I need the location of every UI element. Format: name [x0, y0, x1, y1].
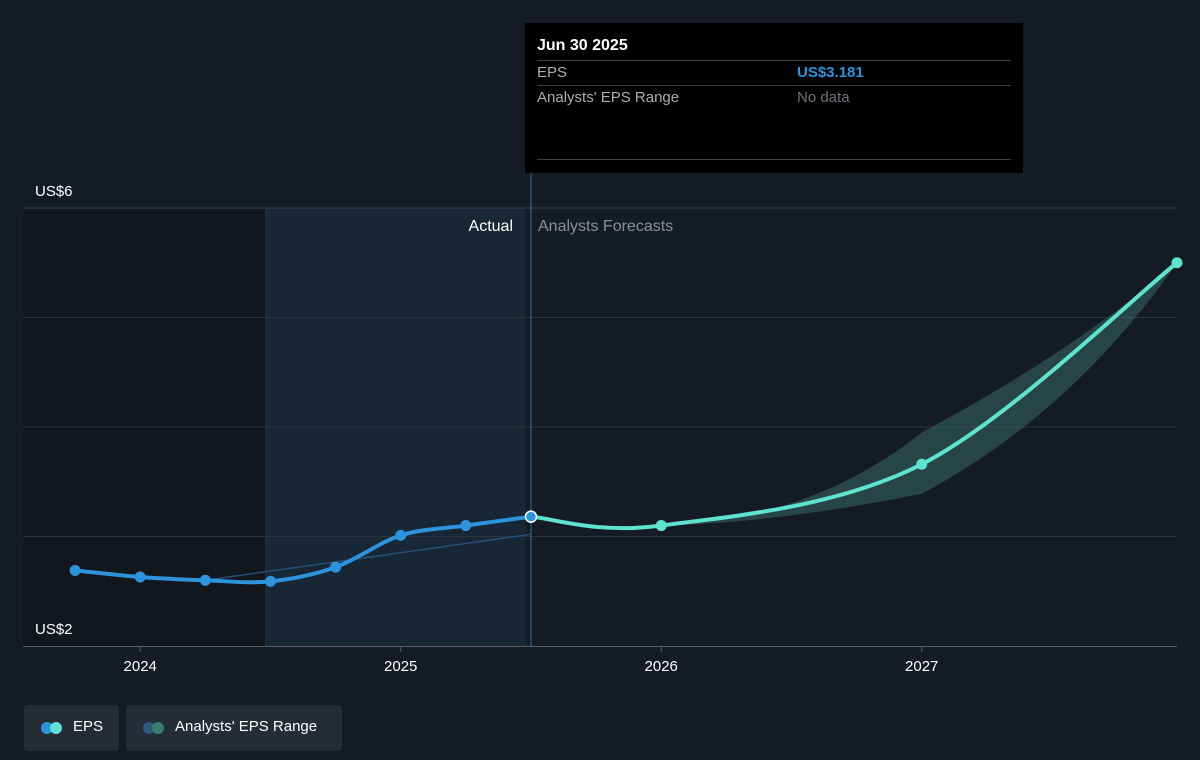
x-tick-label: 2027 [905, 658, 938, 675]
eps-point[interactable] [134, 571, 146, 583]
tooltip-range-label: Analysts' EPS Range [537, 89, 680, 106]
x-axis-ticks: 2024 2025 2026 2027 [124, 646, 938, 675]
x-tick-label: 2026 [645, 658, 678, 675]
eps-actual-line [73, 514, 533, 585]
eps-point[interactable] [395, 529, 407, 541]
legend-range[interactable]: Analysts' EPS Range [126, 705, 342, 751]
legend-eps[interactable]: EPS [24, 705, 119, 751]
tooltip-eps-value: US$3.181 [797, 64, 864, 81]
range-forecast-dot-icon [152, 722, 164, 734]
eps-point[interactable] [330, 561, 342, 573]
y-tick-bottom: US$2 [35, 621, 73, 638]
tooltip-eps-label: EPS [537, 64, 568, 81]
eps-point[interactable] [460, 520, 472, 532]
x-tick-label: 2025 [384, 658, 417, 675]
x-tick-label: 2024 [124, 658, 157, 675]
legend-range-label: Analysts' EPS Range [175, 718, 318, 735]
legend-eps-label: EPS [73, 718, 104, 735]
actual-label: Actual [469, 218, 513, 235]
gridlines [23, 207, 1177, 537]
eps-point[interactable] [264, 575, 276, 587]
tooltip-range-value: No data [797, 89, 850, 106]
eps-point[interactable] [69, 564, 81, 576]
tooltip-divider [537, 159, 1011, 160]
tooltip-date: Jun 30 2025 [537, 37, 628, 54]
y-tick-top: US$6 [35, 183, 73, 200]
series-layer [69, 257, 1183, 587]
eps-forecast-dot-icon [50, 722, 62, 734]
eps-forecast-point[interactable] [1171, 257, 1183, 269]
eps-forecast-line [528, 260, 1179, 531]
faint-trend-line [205, 533, 532, 582]
tooltip: Jun 30 2025 EPS US$3.181 Analysts' EPS R… [525, 23, 1023, 173]
eps-forecast-point[interactable] [916, 458, 928, 470]
tooltip-eps-row: EPS US$3.181 [537, 60, 1011, 87]
tooltip-range-row: Analysts' EPS Range No data [537, 85, 1011, 112]
eps-point[interactable] [199, 574, 211, 586]
analysts-eps-range-band [661, 262, 1177, 526]
forecast-label: Analysts Forecasts [538, 218, 673, 235]
eps-forecast-point[interactable] [655, 520, 667, 532]
eps-point-selected[interactable] [524, 510, 538, 523]
